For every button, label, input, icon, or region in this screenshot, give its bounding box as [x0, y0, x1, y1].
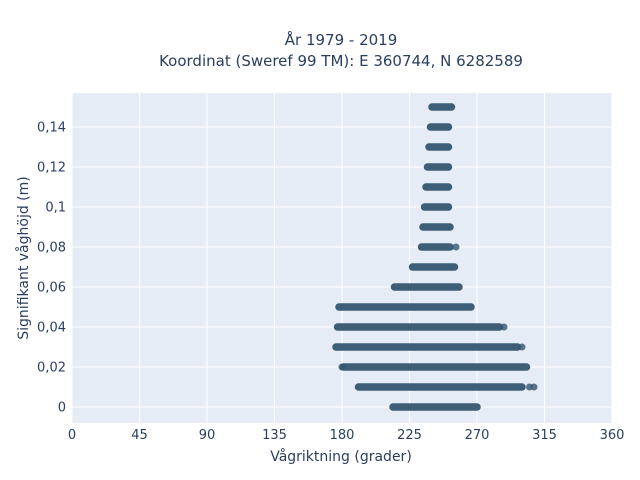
y-tick-label: 0,06: [37, 281, 66, 296]
y-tick-label: 0,08: [37, 241, 66, 256]
chart-title-line1: År 1979 - 2019: [285, 30, 398, 49]
x-tick-label: 135: [262, 428, 287, 443]
y-tick-labels: 0 0,02 0,04 0,06 0,08 0,1 0,12 0,14: [37, 121, 66, 416]
x-tick-label: 180: [330, 428, 355, 443]
x-tick-label: 0: [68, 428, 76, 443]
data-point: [452, 243, 460, 251]
x-tick-label: 360: [600, 428, 625, 443]
y-tick-label: 0,02: [37, 361, 66, 376]
y-tick-label: 0: [58, 401, 66, 416]
x-tick-label: 90: [199, 428, 216, 443]
x-tick-labels: 0 45 90 135 180 225 270 315 360: [68, 428, 625, 443]
data-point: [526, 383, 533, 391]
x-tick-label: 225: [397, 428, 422, 443]
x-axis-title: Vågriktning (grader): [270, 448, 412, 465]
data-point: [518, 343, 526, 351]
y-tick-label: 0,1: [45, 201, 66, 216]
data-point: [338, 363, 346, 371]
data-point: [500, 323, 508, 331]
y-tick-label: 0,04: [37, 321, 66, 336]
data-points: [332, 103, 538, 411]
x-tick-label: 270: [465, 428, 490, 443]
x-tick-label: 315: [532, 428, 557, 443]
chart-title-line2: Koordinat (Sweref 99 TM): E 360744, N 62…: [159, 52, 523, 70]
y-tick-label: 0,14: [37, 121, 66, 136]
y-tick-label: 0,12: [37, 161, 66, 176]
y-axis-title: Signifikant våghöjd (m): [15, 176, 32, 339]
x-tick-label: 45: [131, 428, 148, 443]
